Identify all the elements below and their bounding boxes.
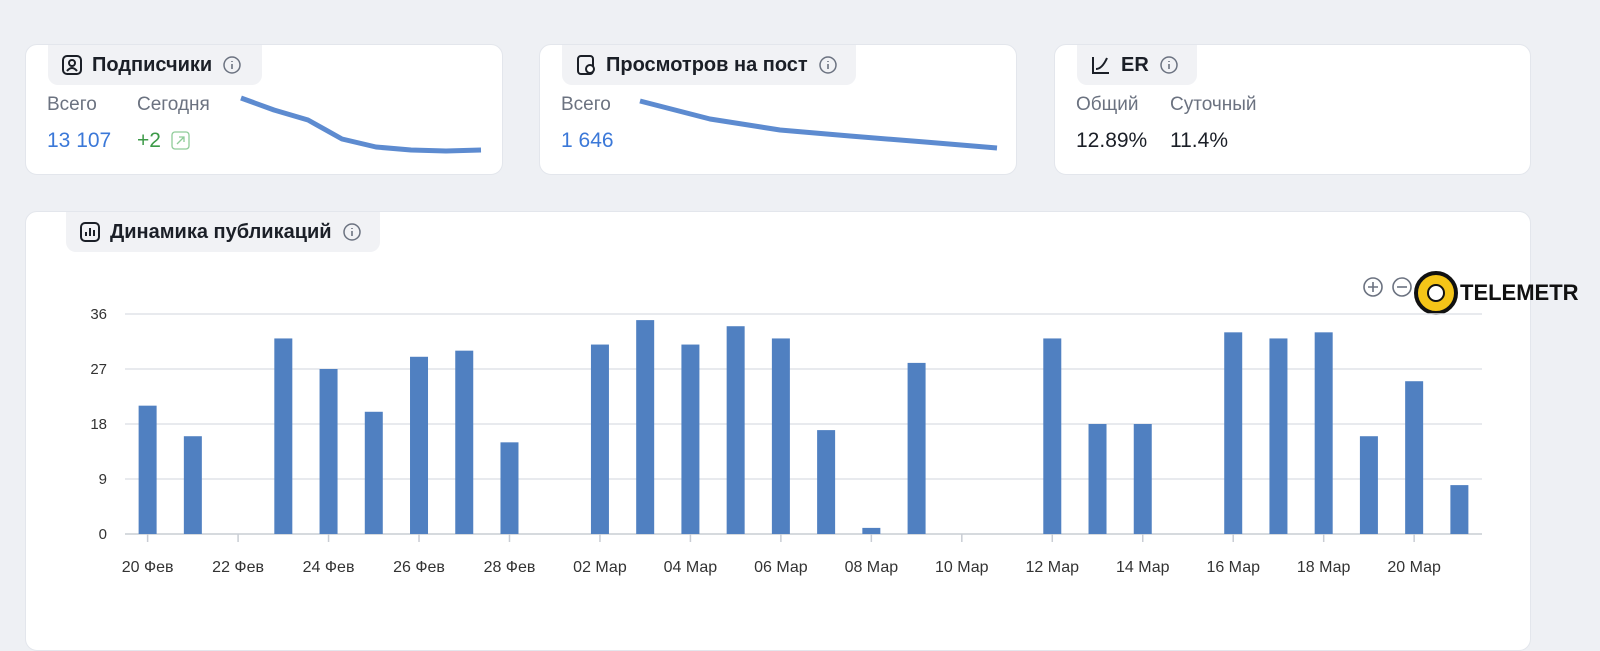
- info-icon[interactable]: [342, 222, 362, 242]
- x-tick-label: 02 Мар: [573, 559, 627, 576]
- x-tick-label: 22 Фев: [212, 559, 264, 576]
- stat-value: 11.4%: [1170, 129, 1228, 152]
- watermark-logo: [1414, 271, 1458, 315]
- bar: [500, 442, 519, 534]
- bar: [410, 356, 429, 534]
- stat-label: Всего: [561, 94, 611, 115]
- zoom-out[interactable]: [1392, 277, 1412, 297]
- y-tick-label: 0: [99, 526, 107, 543]
- bar: [455, 350, 474, 534]
- page: Подписчики Всего 13 107 Сегодня +2 Просм…: [25, 44, 1579, 651]
- stat-value: 13 107: [47, 129, 112, 152]
- bar: [681, 344, 700, 534]
- info-icon[interactable]: [1159, 55, 1179, 75]
- x-tick-label: 24 Фев: [303, 559, 355, 576]
- info-icon[interactable]: [818, 55, 838, 75]
- bar: [1450, 485, 1469, 534]
- bar: [862, 527, 881, 534]
- x-tick-label: 14 Мар: [1116, 559, 1170, 576]
- card-tab: ER: [1077, 45, 1197, 85]
- x-tick-label: 04 Мар: [664, 559, 718, 576]
- bar: [1088, 424, 1107, 534]
- bar: [636, 320, 655, 534]
- card-title: ER: [1121, 53, 1149, 76]
- card-tab: Подписчики: [48, 45, 262, 85]
- card-tab: Динамика публикаций: [66, 212, 380, 252]
- x-tick-label: 28 Фев: [484, 559, 536, 576]
- bar: [907, 362, 926, 534]
- info-icon[interactable]: [222, 55, 242, 75]
- watermark: TELEMETR: [1460, 280, 1579, 305]
- card: ER Общий 12.89% Суточный 11.4%: [1054, 44, 1531, 175]
- y-tick-label: 9: [99, 471, 107, 488]
- card: Просмотров на пост Всего 1 646: [539, 44, 1017, 175]
- chart-title: Динамика публикаций: [110, 220, 332, 243]
- bar: [817, 430, 836, 534]
- stat-label: Суточный: [1170, 94, 1257, 115]
- sparkline: [240, 95, 482, 154]
- link-icon[interactable]: [171, 131, 191, 151]
- bar: [726, 326, 745, 534]
- bar: [364, 411, 383, 534]
- bar: [1133, 424, 1152, 534]
- x-tick-label: 20 Фев: [122, 559, 174, 576]
- x-tick-label: 08 Мар: [845, 559, 899, 576]
- icon: [1092, 57, 1109, 74]
- icon: [80, 222, 100, 242]
- stat-value: 1 646: [561, 129, 614, 152]
- bar: [319, 369, 338, 534]
- x-tick-label: 12 Мар: [1026, 559, 1080, 576]
- stat-value: +2: [137, 129, 161, 152]
- x-tick-label: 20 Мар: [1387, 559, 1441, 576]
- x-tick-label: 10 Мар: [935, 559, 989, 576]
- icon: [577, 55, 595, 75]
- bar: [1359, 436, 1378, 534]
- card: Подписчики Всего 13 107 Сегодня +2: [25, 44, 503, 175]
- bar: [1043, 338, 1062, 534]
- x-tick-label: 16 Мар: [1206, 559, 1260, 576]
- card-title: Подписчики: [92, 53, 213, 76]
- sparkline: [639, 98, 998, 151]
- chart: TELEMETR 0 9 18 27 36 20 Фев 22 Фев 24 Фев 26 Фе…: [90, 271, 1579, 576]
- y-tick-label: 18: [90, 416, 107, 433]
- card-tab: Просмотров на пост: [562, 45, 856, 85]
- y-tick-label: 27: [90, 361, 107, 378]
- stat-label: Всего: [47, 94, 97, 115]
- bar: [1269, 338, 1288, 534]
- stat-label: Общий: [1076, 94, 1139, 115]
- x-tick-label: 18 Мар: [1297, 559, 1351, 576]
- y-tick-label: 36: [90, 306, 107, 323]
- x-tick-label: 26 Фев: [393, 559, 445, 576]
- stat-label: Сегодня: [137, 94, 210, 115]
- icon: [62, 55, 82, 75]
- bar: [183, 436, 202, 534]
- bar: [771, 338, 790, 534]
- bar: [138, 405, 157, 534]
- bar: [1405, 381, 1424, 534]
- x-tick-label: 06 Мар: [754, 559, 808, 576]
- bar: [1314, 332, 1333, 534]
- bar: [1224, 332, 1243, 534]
- bar: [274, 338, 293, 534]
- card-title: Просмотров на пост: [606, 53, 808, 76]
- stat-value: 12.89%: [1076, 129, 1148, 152]
- bar: [590, 344, 609, 534]
- zoom-in[interactable]: [1363, 277, 1383, 297]
